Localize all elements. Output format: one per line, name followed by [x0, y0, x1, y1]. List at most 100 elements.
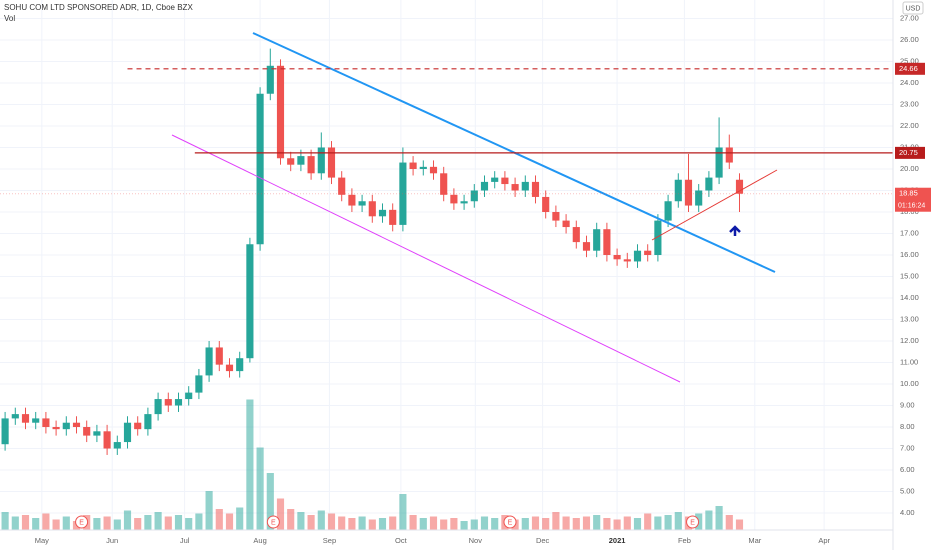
level-label-box: [895, 146, 925, 159]
candle-body: [450, 194, 458, 204]
candle-body: [21, 414, 30, 423]
candle-body: [470, 190, 478, 202]
volume-bar: [644, 513, 652, 530]
volume-bar: [266, 473, 274, 530]
candle-body: [674, 179, 682, 202]
candle-body: [419, 166, 427, 169]
volume-bar: [654, 516, 662, 530]
candle-body: [266, 65, 274, 94]
candle-body: [358, 201, 366, 206]
x-tick-label: Jul: [180, 536, 190, 545]
volume-bar: [470, 519, 478, 530]
x-tick-label: Aug: [253, 536, 266, 545]
volume-bar: [491, 518, 499, 530]
candle-body: [338, 177, 346, 195]
candle-layer: [1, 48, 744, 455]
candle-body: [603, 229, 611, 256]
candle-body: [327, 147, 336, 178]
volume-bar: [735, 519, 744, 530]
candle-body: [72, 422, 81, 428]
earnings-label: E: [508, 519, 513, 526]
volume-bar: [215, 509, 223, 530]
candle-body: [134, 422, 142, 430]
x-tick-label: Jun: [106, 536, 118, 545]
volume-bar: [276, 498, 285, 530]
chart-title: SOHU COM LTD SPONSORED ADR, 1D, Cboe BZX: [4, 3, 193, 12]
candle-body: [684, 179, 693, 206]
x-tick-label: Mar: [748, 536, 761, 545]
x-tick-label: Nov: [469, 536, 483, 545]
earnings-label: E: [79, 519, 84, 526]
candle-body: [501, 177, 509, 185]
earnings-label: E: [690, 519, 695, 526]
volume-bar: [62, 516, 70, 530]
y-tick-label: 24.00: [900, 78, 919, 87]
y-tick-label: 23.00: [900, 99, 919, 108]
volume-bar: [562, 516, 570, 530]
candle-body: [42, 418, 50, 428]
candle-body: [32, 418, 40, 423]
volume-bar: [603, 518, 611, 530]
volume-bar: [480, 516, 489, 530]
volume-bar: [674, 512, 682, 530]
candle-body: [205, 347, 213, 376]
candle-body: [378, 209, 387, 217]
y-tick-label: 4.00: [900, 508, 915, 517]
level-label-box: [895, 62, 925, 75]
candle-body: [225, 364, 234, 372]
volume-bar: [134, 518, 142, 530]
volume-bar: [236, 507, 244, 530]
grid: [0, 0, 893, 530]
volume-bar: [429, 516, 438, 530]
candle-body: [62, 422, 70, 430]
candle-body: [11, 414, 19, 419]
candle-body: [1, 418, 9, 445]
arrow: [729, 225, 741, 236]
volume-label: Vol: [4, 14, 15, 23]
volume-bar: [450, 518, 458, 530]
volume-bar: [144, 515, 152, 530]
earnings-marker: [266, 515, 280, 529]
countdown: 01:16:24: [898, 203, 925, 210]
volume-bar: [21, 515, 30, 530]
x-tick-label: Sep: [323, 536, 336, 545]
earnings-label: E: [271, 519, 276, 526]
candle-body: [480, 181, 489, 191]
candle-body: [429, 166, 438, 174]
candle-body: [623, 259, 631, 262]
volume-bar: [93, 518, 101, 530]
candle-body: [582, 242, 591, 251]
candle-body: [664, 201, 672, 221]
y-tick-label: 25.00: [900, 56, 919, 65]
y-tick-label: 16.00: [900, 250, 919, 259]
volume-bar: [582, 516, 591, 530]
y-tick-label: 6.00: [900, 465, 915, 474]
earnings-marker: [503, 515, 517, 529]
last-price-label: 18.85: [899, 189, 918, 198]
y-tick-label: 15.00: [900, 271, 919, 280]
candle-body: [123, 422, 132, 443]
volume-bar: [174, 515, 183, 530]
trend-line: [651, 169, 778, 241]
volume-bar: [572, 518, 580, 530]
level-label: 20.75: [899, 148, 918, 157]
volume-bar: [11, 516, 19, 530]
volume-bar: [715, 506, 723, 530]
volume-bar: [409, 515, 417, 530]
volume-bar: [531, 516, 540, 530]
volume-bar: [358, 516, 366, 530]
candle-body: [246, 244, 254, 359]
volume-bar: [113, 519, 121, 530]
currency-box: [902, 1, 924, 15]
volume-bar: [287, 509, 295, 530]
candle-body: [705, 177, 713, 191]
volume-bar: [42, 513, 50, 530]
candle-body: [256, 93, 264, 245]
candle-body: [154, 399, 162, 415]
y-tick-label: 5.00: [900, 486, 915, 495]
candle-body: [368, 201, 376, 217]
volume-bar: [338, 516, 346, 530]
candle-body: [715, 147, 723, 178]
